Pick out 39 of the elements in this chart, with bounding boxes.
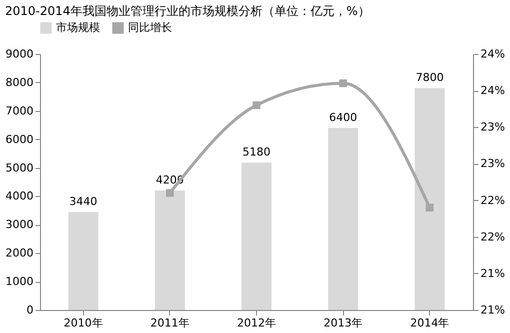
y-tick-label: 0: [26, 304, 34, 316]
data-label: 7800: [416, 71, 444, 84]
y-tick-label: 9000: [6, 48, 34, 60]
y-tick-label: 4000: [6, 190, 34, 203]
y2-tick-label: 21%: [480, 266, 505, 280]
y-tick-label: 8000: [6, 76, 34, 89]
x-tick-label: 2014年: [410, 316, 450, 330]
bar: [242, 162, 272, 310]
x-tick-label: 2010年: [64, 316, 103, 330]
data-label: 5180: [242, 146, 270, 159]
y-tick-label: 6000: [6, 132, 34, 146]
y-tick-label: 5000: [6, 161, 34, 174]
y-tick-label: 3000: [6, 218, 34, 232]
y-tick-label: 7000: [6, 104, 34, 118]
chart-title: 2010-2014年我国物业管理行业的市场规模分析（单位：亿元，%）: [5, 4, 370, 18]
y2-tick-label: 24%: [480, 48, 505, 60]
legend-label: 市场规模: [56, 21, 100, 34]
point: [166, 189, 174, 197]
bar: [414, 88, 445, 310]
x-tick-label: 2011年: [150, 316, 190, 330]
point: [339, 79, 347, 88]
y2-tick-label: 22%: [480, 230, 505, 244]
y2-tick-label: 23%: [480, 157, 505, 170]
y2-tick-label: 23%: [480, 120, 505, 134]
y2-tick-label: 24%: [480, 84, 505, 98]
bar: [68, 212, 98, 310]
bar: [328, 128, 358, 310]
y-tick-label: 2000: [6, 246, 34, 260]
point: [426, 204, 434, 212]
y2-tick-label: 21%: [480, 304, 505, 316]
data-label: 6400: [329, 110, 358, 124]
y2-tick-label: 22%: [480, 194, 505, 207]
y-tick-label: 1000: [6, 275, 34, 288]
x-tick-label: 2012年: [237, 316, 276, 330]
bar: [154, 190, 185, 310]
data-label: 3440: [69, 195, 98, 208]
x-tick-label: 2013年: [324, 316, 363, 330]
legend-label: 同比增长: [128, 21, 172, 34]
point: [252, 101, 260, 110]
